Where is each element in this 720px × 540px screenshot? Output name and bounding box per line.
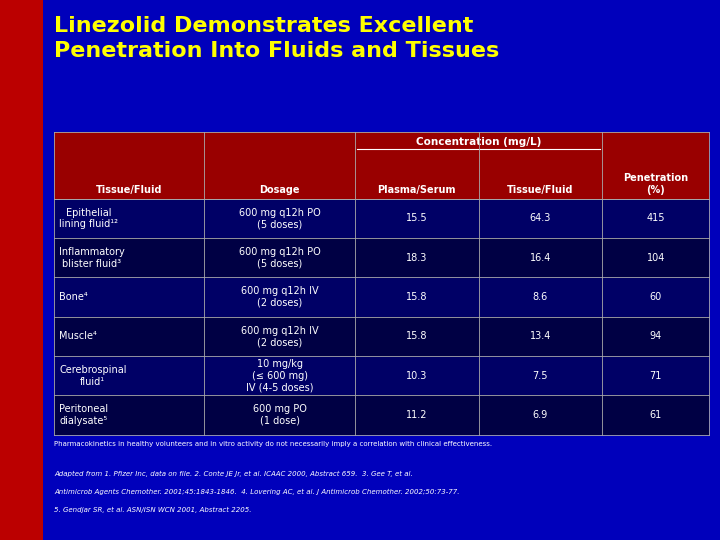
Bar xyxy=(54,317,709,356)
Bar xyxy=(54,395,709,435)
Text: 94: 94 xyxy=(649,332,662,341)
Text: Pharmacokinetics in healthy volunteers and in vitro activity do not necessarily : Pharmacokinetics in healthy volunteers a… xyxy=(54,441,492,447)
Text: Dosage: Dosage xyxy=(259,185,300,195)
Bar xyxy=(54,278,709,317)
Text: 16.4: 16.4 xyxy=(530,253,551,263)
Text: 10.3: 10.3 xyxy=(406,371,428,381)
Text: Tissue/Fluid: Tissue/Fluid xyxy=(96,185,163,195)
Text: Cerebrospinal
fluid¹: Cerebrospinal fluid¹ xyxy=(59,365,127,387)
Text: Bone⁴: Bone⁴ xyxy=(59,292,88,302)
Text: 13.4: 13.4 xyxy=(530,332,551,341)
Text: 18.3: 18.3 xyxy=(406,253,428,263)
Text: Peritoneal
dialysate⁵: Peritoneal dialysate⁵ xyxy=(59,404,108,426)
Text: 415: 415 xyxy=(647,213,665,224)
Text: Epithelial
lining fluid¹²: Epithelial lining fluid¹² xyxy=(59,208,118,230)
Text: 11.2: 11.2 xyxy=(406,410,428,420)
Text: 8.6: 8.6 xyxy=(533,292,548,302)
Bar xyxy=(54,238,709,278)
Text: 600 mg q12h IV
(2 doses): 600 mg q12h IV (2 doses) xyxy=(240,286,318,308)
Text: 5. Gendjar SR, et al. ASN/ISN WCN 2001, Abstract 2205.: 5. Gendjar SR, et al. ASN/ISN WCN 2001, … xyxy=(54,507,251,512)
Text: Concentration (mg/L): Concentration (mg/L) xyxy=(416,137,541,147)
Bar xyxy=(54,199,709,238)
Text: Antimicrob Agents Chemother. 2001;45:1843-1846.  4. Lovering AC, et al. J Antimi: Antimicrob Agents Chemother. 2001;45:184… xyxy=(54,489,459,495)
Text: 600 mg q12h PO
(5 doses): 600 mg q12h PO (5 doses) xyxy=(239,208,320,230)
Text: 71: 71 xyxy=(649,371,662,381)
Bar xyxy=(54,356,709,395)
Text: Penetration
(%): Penetration (%) xyxy=(623,173,688,195)
Bar xyxy=(54,132,709,435)
Text: 600 mg q12h IV
(2 doses): 600 mg q12h IV (2 doses) xyxy=(240,326,318,347)
Text: Muscle⁴: Muscle⁴ xyxy=(59,332,97,341)
Text: 600 mg PO
(1 dose): 600 mg PO (1 dose) xyxy=(253,404,307,426)
Text: Adapted from 1. Pfizer Inc, data on file. 2. Conte JE Jr, et al. ICAAC 2000, Abs: Adapted from 1. Pfizer Inc, data on file… xyxy=(54,471,413,477)
Text: 61: 61 xyxy=(649,410,662,420)
Text: 104: 104 xyxy=(647,253,665,263)
Text: 15.5: 15.5 xyxy=(406,213,428,224)
Text: Plasma/Serum: Plasma/Serum xyxy=(377,185,456,195)
Text: 600 mg q12h PO
(5 doses): 600 mg q12h PO (5 doses) xyxy=(239,247,320,268)
Text: 60: 60 xyxy=(649,292,662,302)
Bar xyxy=(0,0,43,540)
Text: 6.9: 6.9 xyxy=(533,410,548,420)
Text: 15.8: 15.8 xyxy=(406,292,428,302)
Text: 15.8: 15.8 xyxy=(406,332,428,341)
Bar xyxy=(54,132,709,199)
Text: 7.5: 7.5 xyxy=(533,371,548,381)
Text: Tissue/Fluid: Tissue/Fluid xyxy=(507,185,574,195)
Text: 10 mg/kg
(≤ 600 mg)
IV (4-5 doses): 10 mg/kg (≤ 600 mg) IV (4-5 doses) xyxy=(246,359,313,393)
Text: Inflammatory
blister fluid³: Inflammatory blister fluid³ xyxy=(59,247,125,268)
Text: Linezolid Demonstrates Excellent
Penetration Into Fluids and Tissues: Linezolid Demonstrates Excellent Penetra… xyxy=(54,16,499,61)
Text: 64.3: 64.3 xyxy=(530,213,551,224)
